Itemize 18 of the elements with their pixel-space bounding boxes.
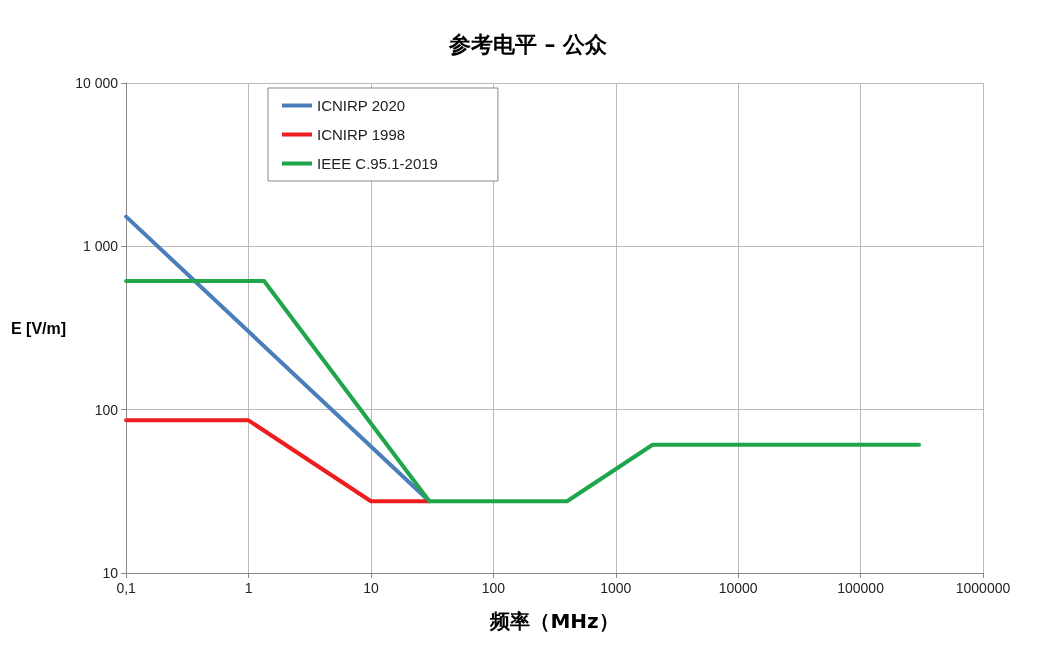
legend-label: ICNIRP 2020 — [317, 97, 406, 114]
y-tick-label: 10 — [102, 565, 119, 581]
x-tick-label: 1000000 — [955, 580, 1011, 596]
x-tick-label: 1 — [244, 580, 253, 596]
legend-label: IEEE C.95.1-2019 — [317, 155, 438, 172]
x-tick-label: 100000 — [837, 580, 885, 596]
legend-label: ICNIRP 1998 — [317, 126, 406, 143]
y-tick-label: 100 — [94, 401, 119, 418]
y-tick-label: 1 000 — [83, 238, 119, 255]
y-axis-title: E [V/m] — [10, 319, 67, 337]
x-tick-label: 0,1 — [116, 580, 137, 596]
x-tick-label: 100 — [481, 580, 506, 596]
x-axis-title: 频率（MHz） — [489, 609, 619, 633]
y-tick-label: 10 000 — [75, 75, 119, 91]
x-tick-label: 10 — [363, 580, 379, 596]
chart-title: 参考电平 – 公众 — [447, 31, 609, 57]
x-tick-label: 10000 — [718, 580, 758, 596]
x-tick-label: 1000 — [600, 580, 632, 596]
